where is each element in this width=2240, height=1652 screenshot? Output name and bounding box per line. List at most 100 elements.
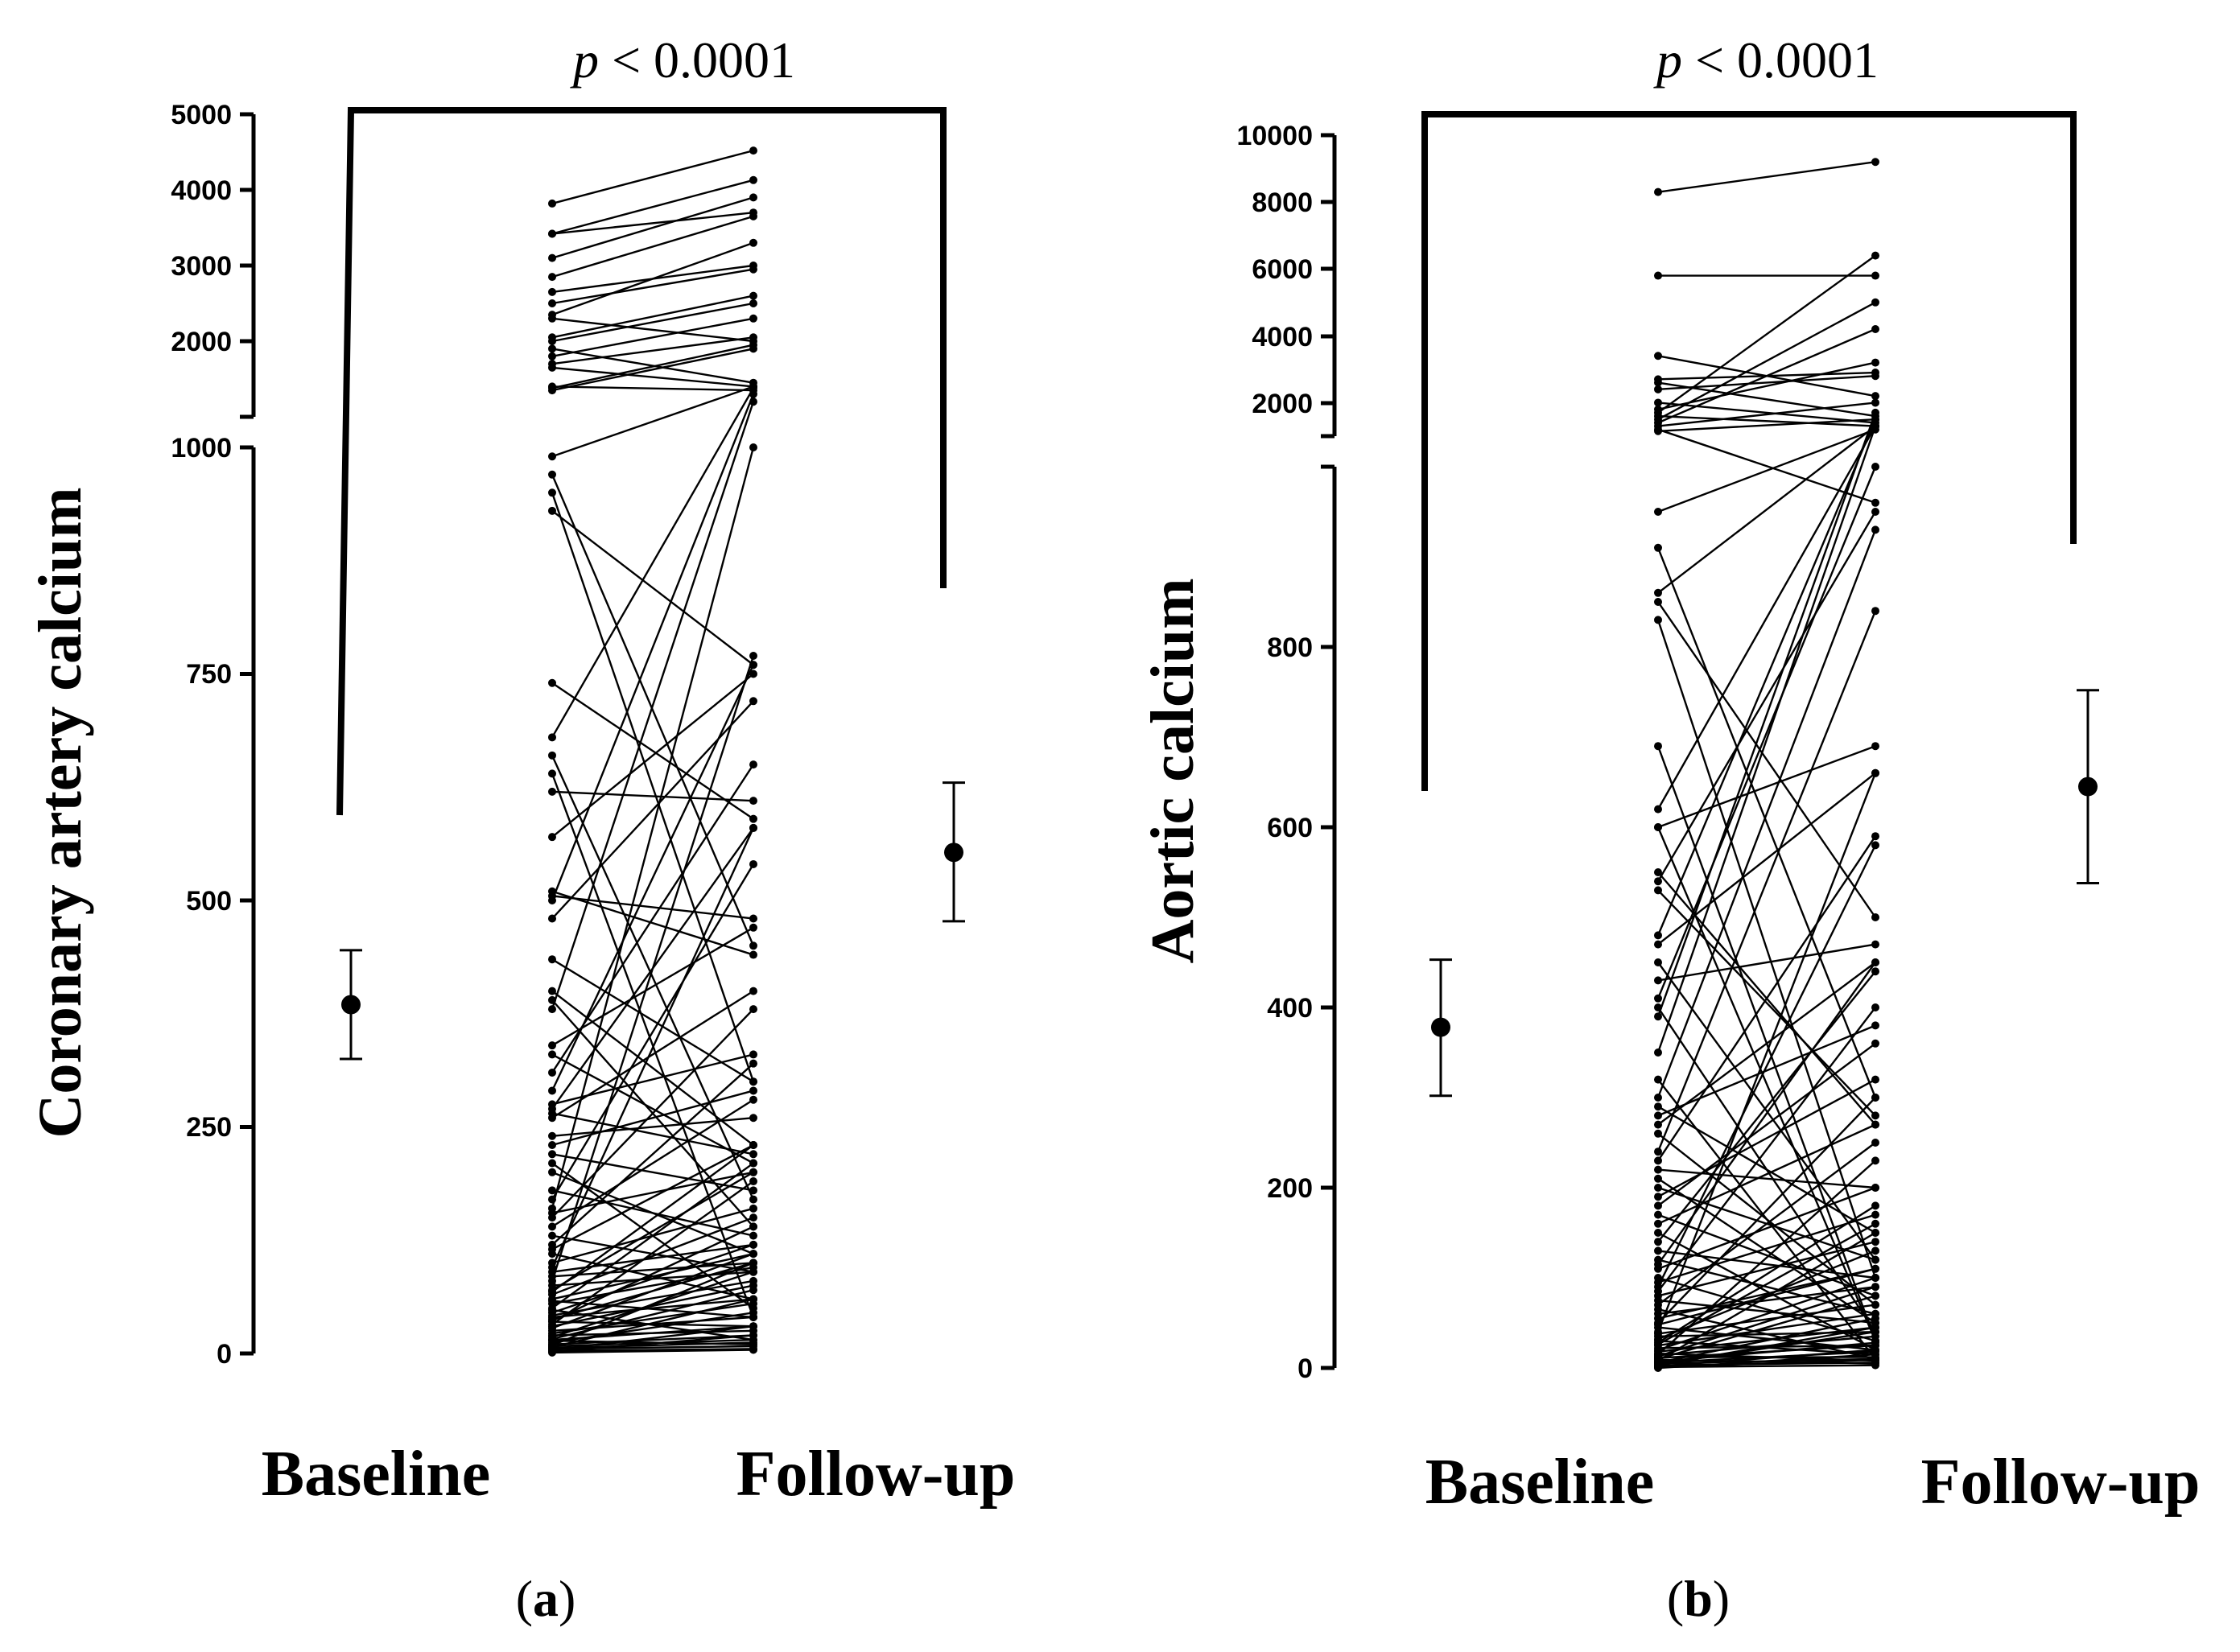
pair-line bbox=[551, 863, 755, 1201]
pair-line bbox=[551, 1112, 754, 1156]
pair-line bbox=[551, 1334, 754, 1345]
baseline-point bbox=[1654, 742, 1662, 751]
followup-point bbox=[749, 1186, 757, 1195]
pair-line bbox=[551, 1053, 754, 1164]
pair-line bbox=[1657, 970, 1876, 1242]
baseline-point bbox=[548, 1305, 556, 1314]
followup-point bbox=[1871, 1229, 1879, 1237]
pair-line bbox=[1657, 418, 1876, 432]
followup-point bbox=[1871, 1201, 1879, 1210]
baseline-point bbox=[1654, 1048, 1662, 1057]
baseline-point bbox=[1654, 1219, 1662, 1228]
pair-line bbox=[1657, 1097, 1876, 1324]
pair-line bbox=[1656, 426, 1877, 1053]
baseline-point bbox=[548, 1159, 556, 1168]
pair-line bbox=[1656, 412, 1877, 1017]
pair-line bbox=[1657, 1326, 1876, 1366]
baseline-point bbox=[1654, 868, 1662, 876]
pair-line bbox=[551, 1234, 754, 1273]
baseline-point bbox=[548, 1041, 556, 1050]
followup-point bbox=[749, 1222, 757, 1231]
followup-point bbox=[1871, 967, 1879, 976]
baseline-point bbox=[548, 506, 556, 515]
baseline-point bbox=[548, 1150, 556, 1159]
followup-point bbox=[749, 291, 757, 300]
baseline-point bbox=[1654, 426, 1662, 435]
pair-line bbox=[1656, 547, 1877, 1098]
baseline-point bbox=[1654, 1260, 1662, 1269]
panel-b-paired-data bbox=[1654, 158, 1879, 1372]
baseline-point bbox=[548, 1250, 556, 1259]
followup-point bbox=[1871, 1238, 1879, 1246]
pair-line bbox=[551, 268, 754, 305]
pair-line bbox=[1657, 1241, 1876, 1297]
followup-point bbox=[749, 1114, 757, 1123]
baseline-point bbox=[1654, 976, 1662, 985]
baseline-point bbox=[1654, 1210, 1662, 1219]
panel-a-mean-ci bbox=[340, 781, 965, 1061]
baseline-point bbox=[1654, 1156, 1662, 1165]
pair-line bbox=[551, 1312, 754, 1344]
baseline-point bbox=[1654, 271, 1662, 280]
followup-point bbox=[749, 1345, 757, 1354]
baseline-point bbox=[548, 678, 556, 687]
baseline-point bbox=[1654, 1147, 1662, 1156]
followup-point bbox=[749, 697, 757, 706]
pair-line bbox=[1657, 425, 1876, 594]
baseline-point bbox=[1654, 1201, 1662, 1210]
pair-line bbox=[1657, 414, 1876, 427]
followup-point bbox=[1871, 1139, 1879, 1147]
baseline-point bbox=[548, 299, 556, 307]
baseline-point bbox=[548, 488, 556, 497]
pair-line bbox=[1657, 254, 1876, 414]
pair-line bbox=[551, 1189, 754, 1237]
pair-line bbox=[551, 682, 754, 820]
followup-point bbox=[749, 1322, 757, 1331]
pair-line bbox=[1657, 1205, 1876, 1344]
panel-a-chart: p < 0.0001 Coronary artery calcium 0 250… bbox=[27, 31, 1015, 1627]
baseline-point bbox=[548, 452, 556, 461]
baseline-point bbox=[548, 787, 556, 796]
pair-line bbox=[1657, 1042, 1876, 1207]
followup-point bbox=[749, 923, 757, 932]
pair-line bbox=[1657, 1132, 1876, 1306]
followup-point bbox=[1871, 1156, 1879, 1165]
pair-line bbox=[551, 1143, 754, 1250]
pair-line bbox=[1657, 1304, 1876, 1335]
followup-point bbox=[749, 1005, 757, 1014]
baseline-point bbox=[548, 229, 556, 238]
pair-line bbox=[551, 1341, 754, 1349]
pair-line bbox=[551, 1171, 754, 1292]
pair-line bbox=[551, 302, 754, 343]
baseline-point bbox=[1654, 1340, 1662, 1349]
followup-point bbox=[1871, 1300, 1879, 1309]
pair-line bbox=[1657, 1276, 1876, 1351]
pair-line bbox=[1657, 161, 1876, 193]
pair-line bbox=[1657, 962, 1876, 1265]
baseline-point bbox=[1654, 378, 1662, 387]
baseline-point bbox=[1654, 958, 1662, 966]
followup-point bbox=[749, 1259, 757, 1267]
pair-line bbox=[551, 474, 755, 946]
panel-a-paired-data bbox=[548, 146, 757, 1357]
baseline-point bbox=[548, 751, 556, 760]
pair-line bbox=[551, 447, 755, 1209]
baseline-point bbox=[548, 733, 556, 742]
baseline-point bbox=[1654, 877, 1662, 886]
followup-point bbox=[749, 1059, 757, 1068]
pair-line bbox=[1656, 425, 1877, 810]
followup-point bbox=[1871, 508, 1879, 516]
baseline-point bbox=[1654, 1229, 1662, 1237]
pair-line bbox=[1657, 1358, 1876, 1369]
tick-label: 200 bbox=[1267, 1173, 1313, 1204]
followup-point bbox=[1871, 398, 1879, 407]
pair-line bbox=[551, 1162, 754, 1309]
followup-point bbox=[749, 1267, 757, 1276]
baseline-point bbox=[548, 253, 556, 262]
pair-line bbox=[1657, 428, 1876, 513]
baseline-point bbox=[548, 1287, 556, 1296]
tick-label: 500 bbox=[186, 886, 232, 917]
baseline-point bbox=[548, 769, 556, 778]
followup-point bbox=[749, 212, 757, 220]
followup-point bbox=[749, 950, 757, 959]
